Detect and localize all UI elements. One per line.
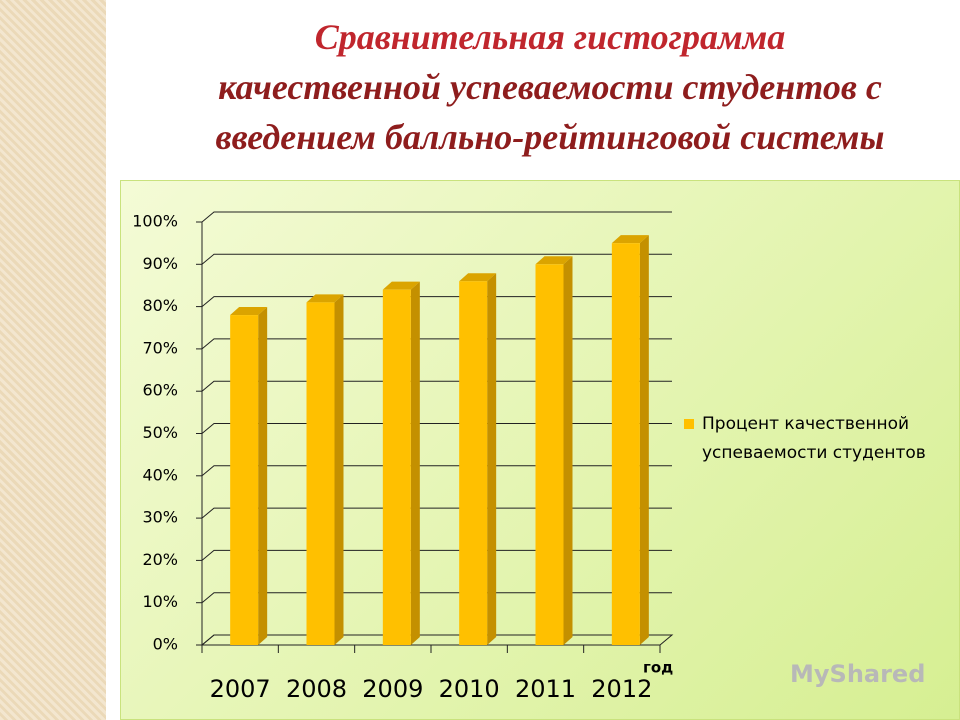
x-tick-label: 2009: [362, 675, 423, 703]
grid-line: [201, 211, 672, 223]
y-tick-label: 40%: [142, 465, 178, 484]
chart-title: Сравнительная гистограмма: [314, 17, 786, 57]
y-tick-label: 10%: [142, 592, 178, 611]
bar: [459, 281, 488, 645]
y-tick-label: 80%: [142, 296, 178, 315]
x-axis-label: год: [643, 659, 673, 677]
x-tick-label: 2010: [439, 675, 500, 703]
x-tick-label: 2008: [286, 675, 347, 703]
y-tick-label: 90%: [142, 254, 178, 273]
bar-top: [535, 256, 573, 265]
bar: [382, 289, 411, 645]
grid-line: [201, 380, 672, 392]
bar-side: [334, 294, 344, 645]
grid-line: [201, 338, 672, 350]
bar-top: [611, 235, 649, 244]
bar: [611, 243, 640, 645]
y-tick-label: 100%: [132, 212, 178, 231]
bar: [535, 264, 564, 645]
chart-title: качественной успеваемости студентов с: [218, 67, 882, 107]
legend-label: Процент качественной успеваемости студен…: [702, 414, 926, 463]
y-tick-label: 70%: [142, 338, 178, 357]
watermark: MyShared: [790, 660, 926, 688]
grid-line: [201, 549, 672, 561]
y-tick-label: 20%: [142, 550, 178, 569]
bar: [230, 315, 259, 645]
bar: [306, 302, 335, 645]
grid-line: [201, 465, 672, 477]
bar-side: [487, 273, 497, 645]
bar-side: [563, 256, 573, 645]
bar-side: [410, 281, 420, 645]
x-tick-label: 2007: [210, 675, 271, 703]
grid-line: [201, 592, 672, 604]
bar-top: [459, 273, 497, 282]
grid-line: [201, 507, 672, 519]
grid-line: [201, 253, 672, 265]
y-tick-label: 30%: [142, 508, 178, 527]
y-tick-label: 50%: [142, 423, 178, 442]
grid-line: [201, 634, 672, 646]
legend-key: [684, 419, 694, 429]
x-tick-label: 2011: [515, 675, 576, 703]
grid-line: [201, 296, 672, 307]
x-tick-label: 2012: [591, 675, 652, 703]
floor: [200, 634, 674, 646]
bar-side: [258, 307, 268, 645]
y-tick-label: 0%: [153, 635, 178, 654]
decor-stripe: [0, 0, 106, 720]
bar-top: [306, 294, 344, 303]
y-tick-label: 60%: [142, 381, 178, 400]
bar-top: [382, 281, 420, 290]
chart-title: введением балльно-рейтинговой системы: [215, 117, 885, 157]
grid-line: [201, 423, 672, 434]
bar-side: [639, 235, 649, 645]
bar-top: [230, 307, 268, 316]
